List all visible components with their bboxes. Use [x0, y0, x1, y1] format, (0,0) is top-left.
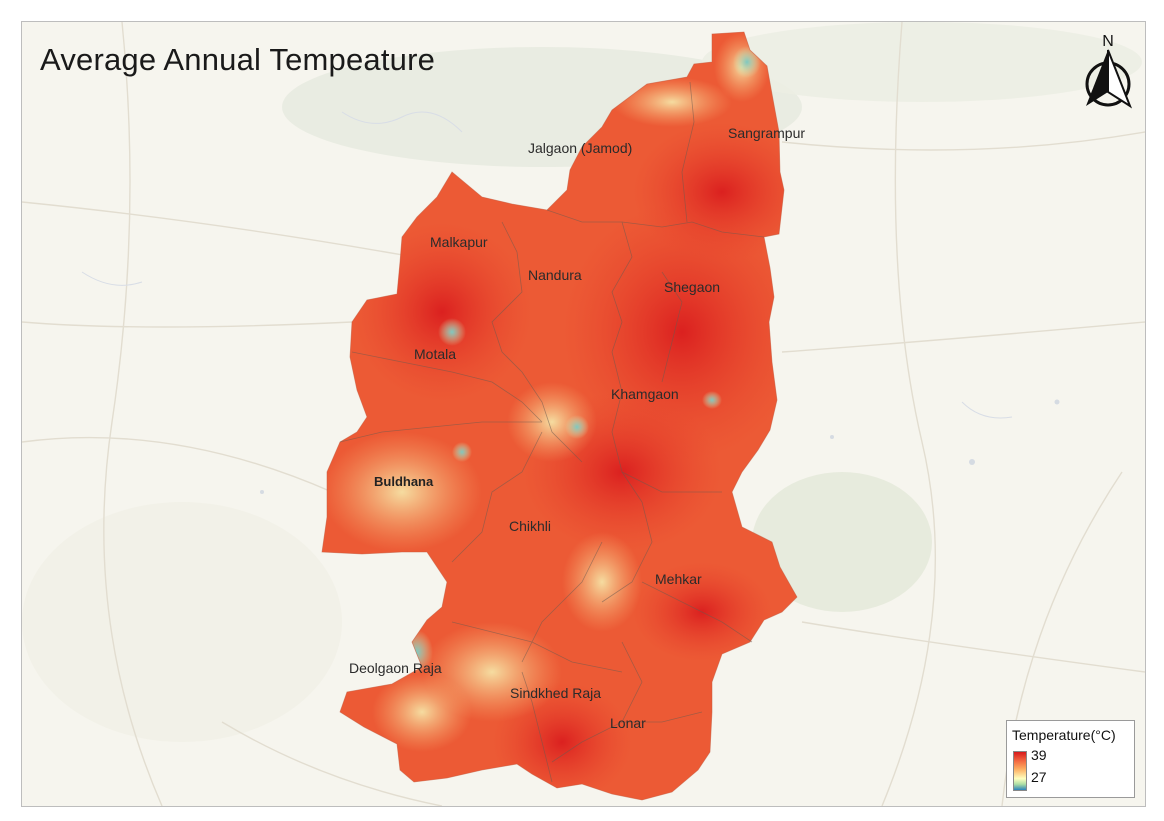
place-label-lonar: Lonar	[610, 715, 646, 731]
legend-title: Temperature(°C)	[1012, 727, 1116, 743]
legend: Temperature(°C) 39 27	[1006, 720, 1135, 798]
legend-max-label: 39	[1031, 747, 1047, 763]
place-label-shegaon: Shegaon	[664, 279, 721, 295]
place-label-deolgaon-raja: Deolgaon Raja	[349, 660, 442, 676]
legend-min-label: 27	[1031, 769, 1047, 785]
north-arrow-icon	[1085, 49, 1133, 109]
place-label-jalgaon: Jalgaon (Jamod)	[528, 140, 633, 156]
north-arrow: N	[1080, 34, 1136, 114]
map-frame: Average Annual Tempeature N Jalgaon (Jam…	[21, 21, 1146, 807]
place-label-motala: Motala	[414, 346, 457, 362]
place-label-malkapur: Malkapur	[430, 234, 488, 250]
legend-color-ramp	[1013, 751, 1027, 791]
basemap	[22, 22, 1145, 806]
place-label-khamgaon: Khamgaon	[611, 386, 679, 402]
place-label-mehkar: Mehkar	[655, 571, 702, 587]
map-title: Average Annual Tempeature	[40, 42, 436, 77]
place-label-sangrampur: Sangrampur	[728, 125, 806, 141]
place-label-nandura: Nandura	[528, 267, 582, 283]
place-label-chikhli: Chikhli	[509, 518, 552, 534]
place-label-buldhana: Buldhana	[374, 474, 434, 489]
place-label-sindkhed-raja: Sindkhed Raja	[510, 685, 602, 701]
north-label: N	[1102, 33, 1114, 50]
